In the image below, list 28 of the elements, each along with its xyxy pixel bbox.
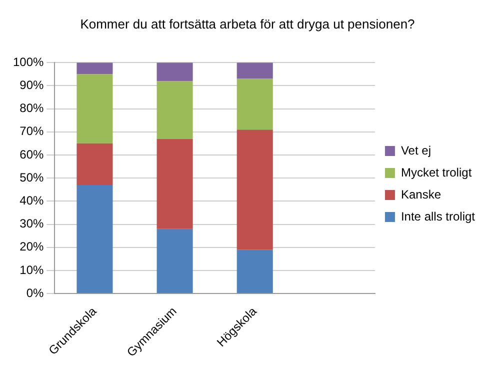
bar xyxy=(236,250,273,294)
bar xyxy=(156,228,193,294)
y-tick-label: 10% xyxy=(20,262,44,277)
chart-title: Kommer du att fortsätta arbeta för att dryga ut pensionen? xyxy=(80,16,415,32)
y-tick-label: 0% xyxy=(26,286,44,300)
bar xyxy=(76,74,113,144)
bar xyxy=(76,143,113,186)
y-tick-label: 70% xyxy=(20,124,44,138)
y-tick-label: 60% xyxy=(20,147,44,162)
bar xyxy=(236,130,273,250)
y-tick-label: 90% xyxy=(20,78,44,92)
y-tick-label: 30% xyxy=(20,216,44,231)
y-tick-label: 50% xyxy=(20,170,44,184)
legend-label: Mycket troligt xyxy=(400,165,472,180)
bar xyxy=(76,185,113,294)
bar xyxy=(236,78,273,130)
bar xyxy=(76,62,113,74)
bar xyxy=(156,138,193,229)
y-tick-label: 100% xyxy=(12,54,44,69)
legend-label: Inte alls troligt xyxy=(400,209,476,224)
y-tick-label: 80% xyxy=(20,101,44,116)
y-tick-label: 20% xyxy=(20,240,44,254)
y-tick-label: 40% xyxy=(20,193,44,208)
legend-label: Kanske xyxy=(400,187,442,202)
legend-label: Vet ej xyxy=(400,143,431,158)
bar xyxy=(156,81,193,139)
bar xyxy=(236,62,273,79)
bar xyxy=(156,62,193,82)
